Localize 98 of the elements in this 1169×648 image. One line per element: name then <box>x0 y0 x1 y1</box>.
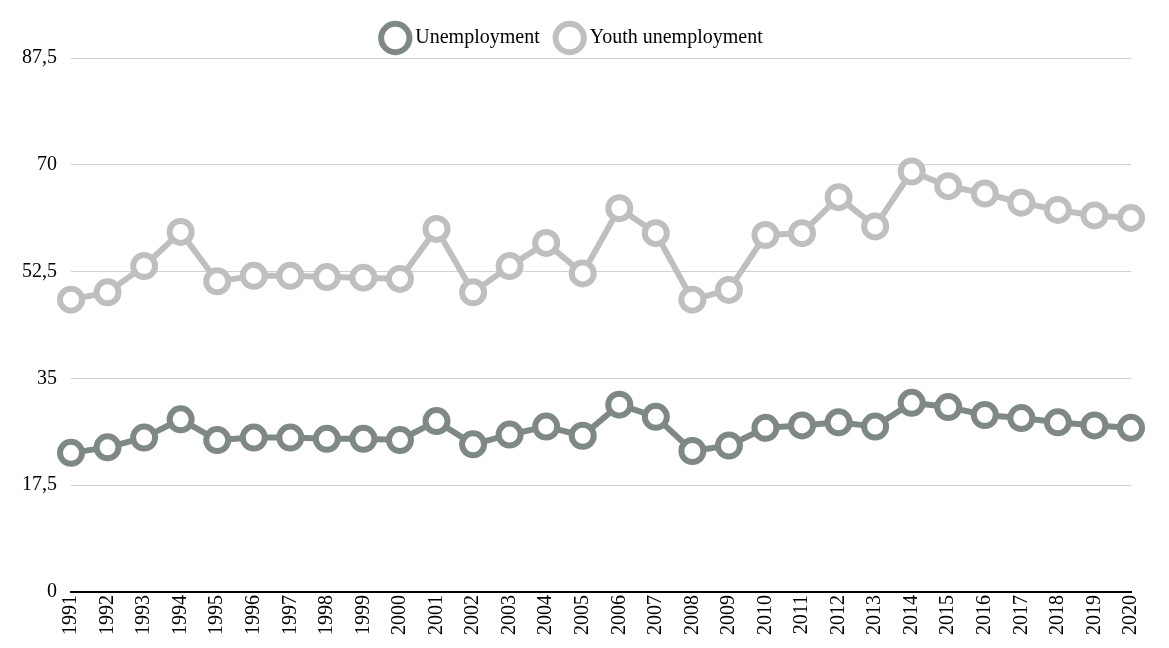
point <box>1007 404 1036 433</box>
point <box>459 278 488 307</box>
point <box>824 183 853 212</box>
point <box>1080 411 1109 440</box>
point <box>203 426 232 455</box>
x-tick-label: 2000 <box>387 595 410 635</box>
point <box>678 285 707 314</box>
y-tick-label: 70 <box>37 152 57 175</box>
point <box>93 433 122 462</box>
point <box>276 261 305 290</box>
x-tick-label: 2020 <box>1118 595 1141 635</box>
point <box>970 401 999 430</box>
point <box>568 421 597 450</box>
x-tick-label: 2007 <box>643 595 666 635</box>
x-tick-label: 2017 <box>1008 595 1031 635</box>
point <box>897 388 926 417</box>
x-tick-label: 2011 <box>789 595 812 635</box>
point <box>1007 188 1036 217</box>
x-tick-label: 2002 <box>460 595 483 635</box>
point <box>203 267 232 296</box>
y-tick-label: 87,5 <box>22 45 57 68</box>
point <box>385 264 414 293</box>
legend-label: Unemployment <box>415 25 541 49</box>
x-tick-label: 2001 <box>423 595 446 635</box>
point <box>495 420 524 449</box>
y-tick-label: 0 <box>47 579 57 602</box>
x-tick-label: 2008 <box>679 595 702 635</box>
y-tick-label: 52,5 <box>22 258 57 281</box>
point <box>1043 408 1072 437</box>
point <box>788 411 817 440</box>
point <box>861 412 890 441</box>
point <box>93 278 122 307</box>
point <box>385 426 414 455</box>
x-tick-label: 2006 <box>606 595 629 635</box>
point <box>934 393 963 422</box>
point <box>1117 203 1145 232</box>
point <box>532 228 561 257</box>
point <box>166 217 195 246</box>
point <box>130 423 159 452</box>
x-tick-label: 1993 <box>131 595 154 635</box>
x-tick-label: 2004 <box>533 595 556 635</box>
x-tick-label: 2012 <box>825 595 848 635</box>
x-tick-label: 2005 <box>569 595 592 635</box>
point <box>532 412 561 441</box>
point <box>788 219 817 248</box>
point <box>714 275 743 304</box>
x-tick-label: 2015 <box>935 595 958 635</box>
legend-label: Youth unemployment <box>589 25 764 49</box>
point <box>861 212 890 241</box>
x-tick-label: 1992 <box>94 595 117 635</box>
point <box>459 430 488 459</box>
point <box>970 179 999 208</box>
x-tick-label: 2016 <box>972 595 995 635</box>
point <box>495 252 524 281</box>
point <box>312 263 341 292</box>
point <box>605 194 634 223</box>
x-tick-label: 2010 <box>752 595 775 635</box>
point <box>422 214 451 243</box>
x-tick-label: 1991 <box>58 595 81 635</box>
point <box>1080 201 1109 230</box>
x-tick-label: 2019 <box>1081 595 1104 635</box>
x-tick-label: 1995 <box>204 595 227 635</box>
point <box>349 424 378 453</box>
x-tick-label: 1999 <box>350 595 373 635</box>
y-tick-label: 17,5 <box>22 472 57 495</box>
point <box>751 220 780 249</box>
point <box>312 424 341 453</box>
y-tick-label: 35 <box>37 365 57 388</box>
point <box>897 157 926 186</box>
point <box>166 405 195 434</box>
point <box>239 423 268 452</box>
point <box>1043 195 1072 224</box>
point <box>714 431 743 460</box>
point <box>678 437 707 466</box>
point <box>57 438 85 467</box>
x-tick-label: 1996 <box>241 595 264 635</box>
x-tick-label: 1997 <box>277 595 300 635</box>
point <box>1117 413 1145 442</box>
point <box>824 408 853 437</box>
x-tick-label: 1994 <box>167 595 190 635</box>
point <box>568 259 597 288</box>
x-tick-label: 2018 <box>1045 595 1068 635</box>
point <box>349 263 378 292</box>
point <box>641 219 670 248</box>
point <box>239 261 268 290</box>
x-tick-label: 2009 <box>716 595 739 635</box>
point <box>130 252 159 281</box>
x-tick-label: 2013 <box>862 595 885 635</box>
point <box>276 423 305 452</box>
x-tick-label: 2003 <box>496 595 519 635</box>
point <box>605 390 634 419</box>
x-tick-label: 2014 <box>898 595 921 635</box>
point <box>57 285 85 314</box>
point <box>751 413 780 442</box>
x-tick-label: 1998 <box>314 595 337 635</box>
point <box>422 407 451 436</box>
point <box>641 402 670 431</box>
point <box>934 172 963 201</box>
